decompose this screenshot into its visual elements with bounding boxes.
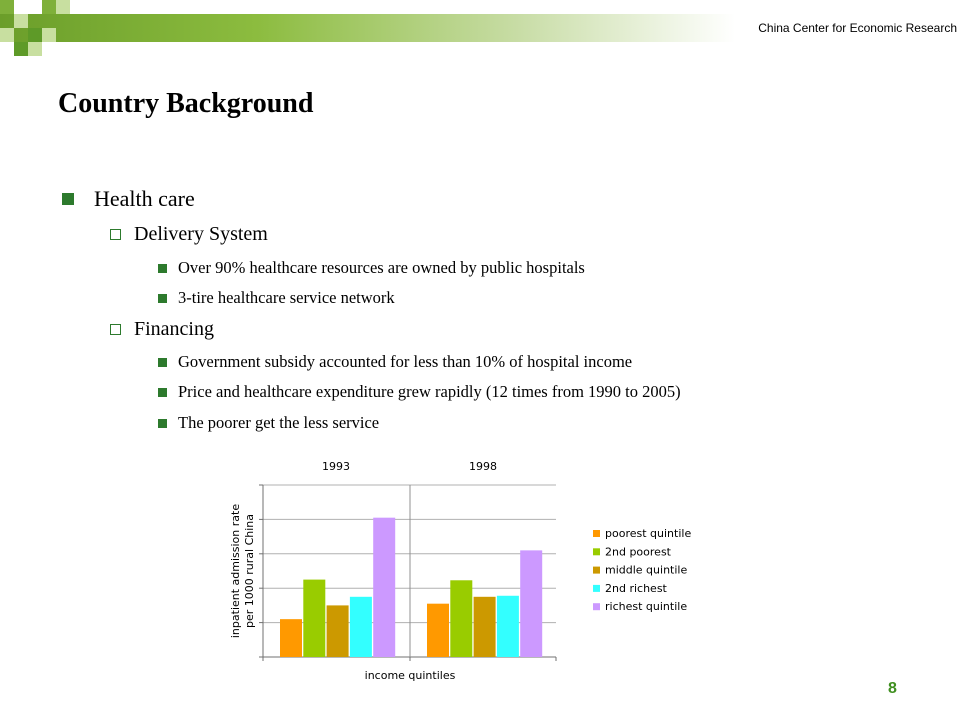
- square-bullet-icon: [158, 418, 167, 428]
- bar-1993-3: [326, 605, 349, 657]
- bullet-text: 3-tire healthcare service network: [178, 288, 395, 307]
- bullet-text: Delivery System: [134, 223, 268, 245]
- square-bullet-icon: [158, 387, 167, 397]
- bullet-text: Financing: [134, 318, 214, 340]
- bar-1993-1: [280, 619, 302, 657]
- panel-label-1993: 1993: [322, 460, 350, 473]
- bar-1998-5: [520, 550, 543, 657]
- square-bullet-icon: [158, 293, 167, 303]
- panel-label-1998: 1998: [469, 460, 497, 473]
- legend-swatch-3: [593, 566, 600, 574]
- legend-swatch-2: [593, 548, 600, 556]
- bullet-text: The poorer get the less service: [178, 413, 380, 432]
- legend-label-1: poorest quintile: [605, 527, 691, 540]
- bar-1998-3: [473, 596, 496, 657]
- legend-label-5: richest quintile: [605, 600, 687, 613]
- legend-swatch-5: [593, 603, 600, 611]
- bar-1993-4: [349, 596, 372, 657]
- square-bullet-icon: [62, 193, 74, 205]
- bar-1993-2: [303, 579, 326, 657]
- y-axis-label: inpatient admission rate: [229, 504, 242, 638]
- y-axis-label: per 1000 rural China: [243, 514, 256, 628]
- bullet-financing: Financing: [110, 318, 214, 341]
- legend-label-2: 2nd poorest: [605, 545, 672, 558]
- bullet-point: Price and healthcare expenditure grew ra…: [158, 382, 681, 402]
- bullet-point: Over 90% healthcare resources are owned …: [158, 258, 585, 278]
- legend-swatch-1: [593, 530, 600, 537]
- bullet-delivery-system: Delivery System: [110, 223, 268, 246]
- bar-1998-1: [427, 603, 449, 657]
- bullet-point: The poorer get the less service: [158, 413, 379, 433]
- bullet-point: 3-tire healthcare service network: [158, 288, 395, 308]
- bullet-text: Health care: [94, 186, 195, 211]
- bar-1998-2: [450, 580, 473, 657]
- hollow-square-bullet-icon: [110, 324, 121, 335]
- bar-1993-5: [373, 517, 396, 657]
- legend-label-4: 2nd richest: [605, 582, 668, 595]
- legend-label-3: middle quintile: [605, 564, 687, 577]
- square-bullet-icon: [158, 263, 167, 273]
- slide-number: 8: [888, 680, 897, 697]
- page-title: Country Background: [58, 88, 314, 119]
- bullet-text: Price and healthcare expenditure grew ra…: [178, 382, 681, 401]
- hollow-square-bullet-icon: [110, 229, 121, 240]
- legend-swatch-4: [593, 584, 600, 592]
- organization-name: China Center for Economic Research: [758, 21, 957, 35]
- header-gradient-bar: [0, 14, 735, 42]
- bar-1998-4: [496, 595, 519, 657]
- bullet-text: Government subsidy accounted for less th…: [178, 352, 633, 371]
- bullet-health-care: Health care: [62, 186, 195, 212]
- bullet-text: Over 90% healthcare resources are owned …: [178, 258, 585, 277]
- square-bullet-icon: [158, 357, 167, 367]
- bullet-point: Government subsidy accounted for less th…: [158, 352, 632, 372]
- x-axis-label: income quintiles: [365, 669, 456, 682]
